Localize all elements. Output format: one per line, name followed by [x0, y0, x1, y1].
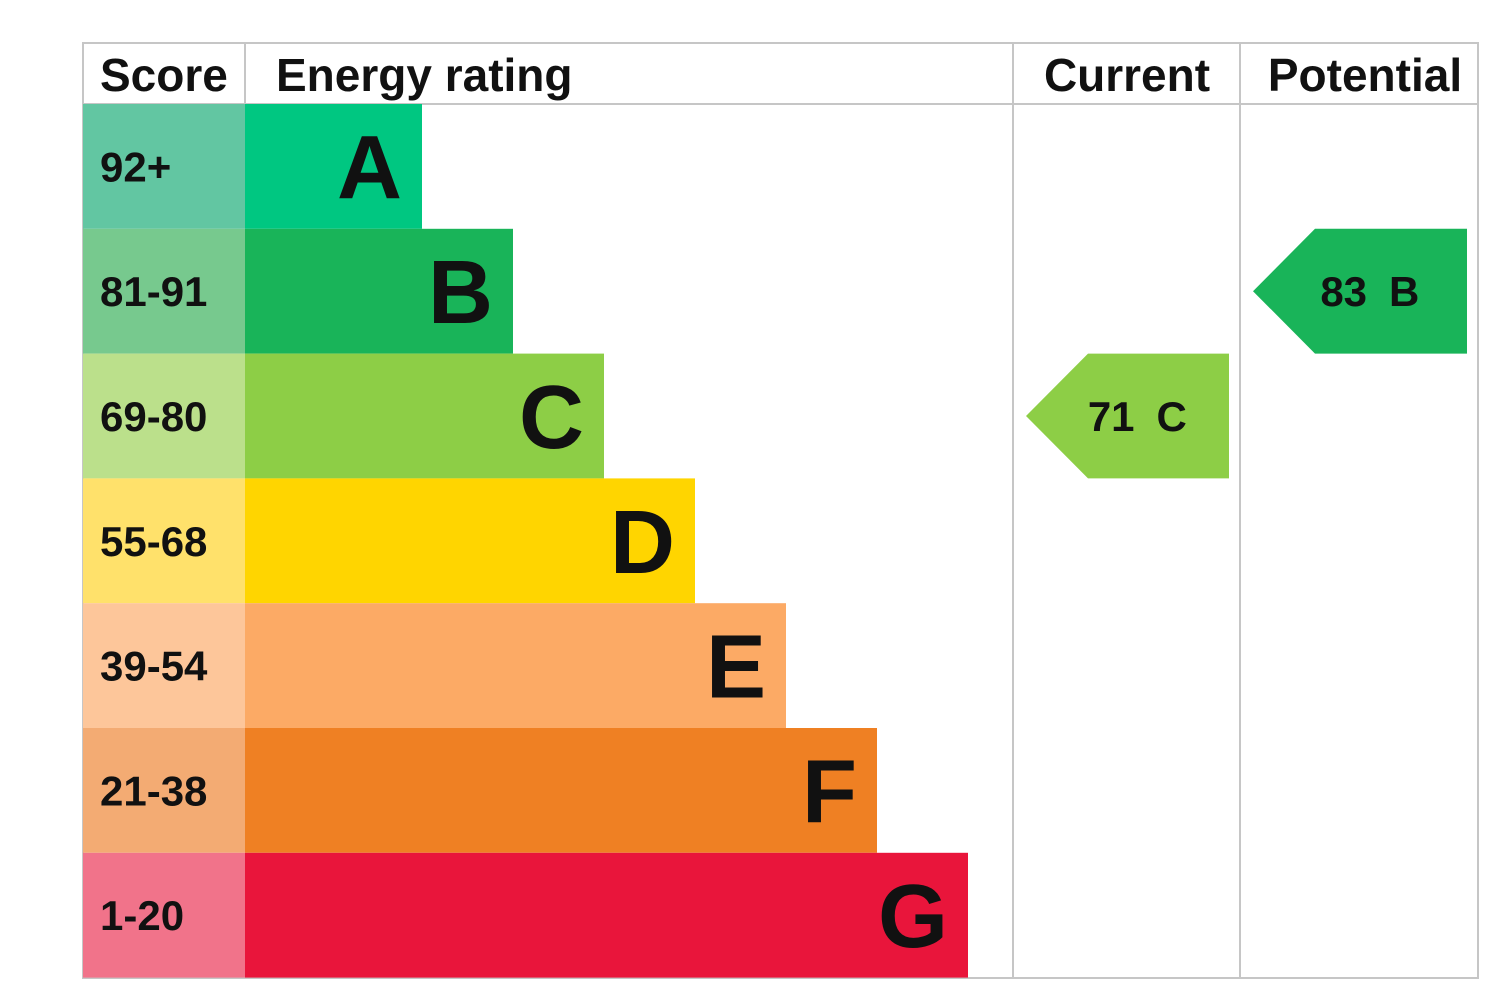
header-current: Current — [1044, 49, 1210, 101]
rating-letter-d: D — [610, 493, 675, 593]
rating-bar-b — [245, 228, 513, 354]
score-cell-c — [83, 353, 245, 479]
band-row-e: 39-54 E — [83, 603, 786, 728]
rating-bar-e — [245, 603, 786, 728]
band-row-g: 1-20 G — [83, 852, 968, 978]
score-range-c: 69-80 — [100, 393, 207, 440]
score-cell-b — [83, 228, 245, 354]
header-potential: Potential — [1268, 49, 1462, 101]
current-rating-marker-letter: C — [1157, 393, 1187, 440]
current-rating-marker: 71 C — [1026, 353, 1229, 479]
potential-rating-marker: 83 B — [1253, 228, 1467, 354]
band-row-d: 55-68 D — [83, 478, 695, 604]
current-rating-marker-arrow — [1026, 353, 1229, 479]
current-rating-marker-score: 71 — [1088, 393, 1135, 440]
potential-rating-marker-score: 83 — [1320, 268, 1367, 315]
score-range-f: 21-38 — [100, 767, 207, 814]
score-range-e: 39-54 — [100, 643, 208, 690]
score-range-a: 92+ — [100, 143, 171, 190]
rating-letter-e: E — [706, 618, 766, 718]
potential-rating-marker-letter: B — [1389, 268, 1419, 315]
potential-rating-marker-arrow — [1253, 228, 1467, 354]
score-cell-a — [83, 104, 245, 229]
rating-bar-c — [245, 353, 604, 479]
rating-bar-d — [245, 478, 695, 604]
rating-markers: 71 C 83 B — [1026, 228, 1467, 479]
band-row-f: 21-38 F — [83, 728, 877, 853]
band-row-b: 81-91 B — [83, 228, 513, 354]
score-cell-f — [83, 728, 245, 853]
score-range-d: 55-68 — [100, 518, 207, 565]
band-row-c: 69-80 C — [83, 353, 604, 479]
rating-bar-a — [245, 104, 422, 229]
score-cell-g — [83, 852, 245, 978]
rating-letter-b: B — [428, 243, 493, 343]
score-range-b: 81-91 — [100, 268, 207, 315]
header-score: Score — [100, 49, 228, 101]
band-row-a: 92+ A — [83, 104, 422, 229]
rating-letter-a: A — [337, 118, 402, 218]
rating-bands: 92+ A 81-91 B 69-80 C 55-68 D 39-54 E 21-38 F 1-20 G — [83, 104, 968, 978]
rating-letter-c: C — [519, 368, 584, 468]
score-cell-e — [83, 603, 245, 728]
header-energy-rating: Energy rating — [276, 49, 573, 101]
rating-bar-g — [245, 852, 968, 978]
score-range-g: 1-20 — [100, 892, 184, 939]
rating-letter-f: F — [802, 742, 857, 842]
score-cell-d — [83, 478, 245, 604]
rating-bar-f — [245, 728, 877, 853]
rating-letter-g: G — [878, 867, 948, 967]
